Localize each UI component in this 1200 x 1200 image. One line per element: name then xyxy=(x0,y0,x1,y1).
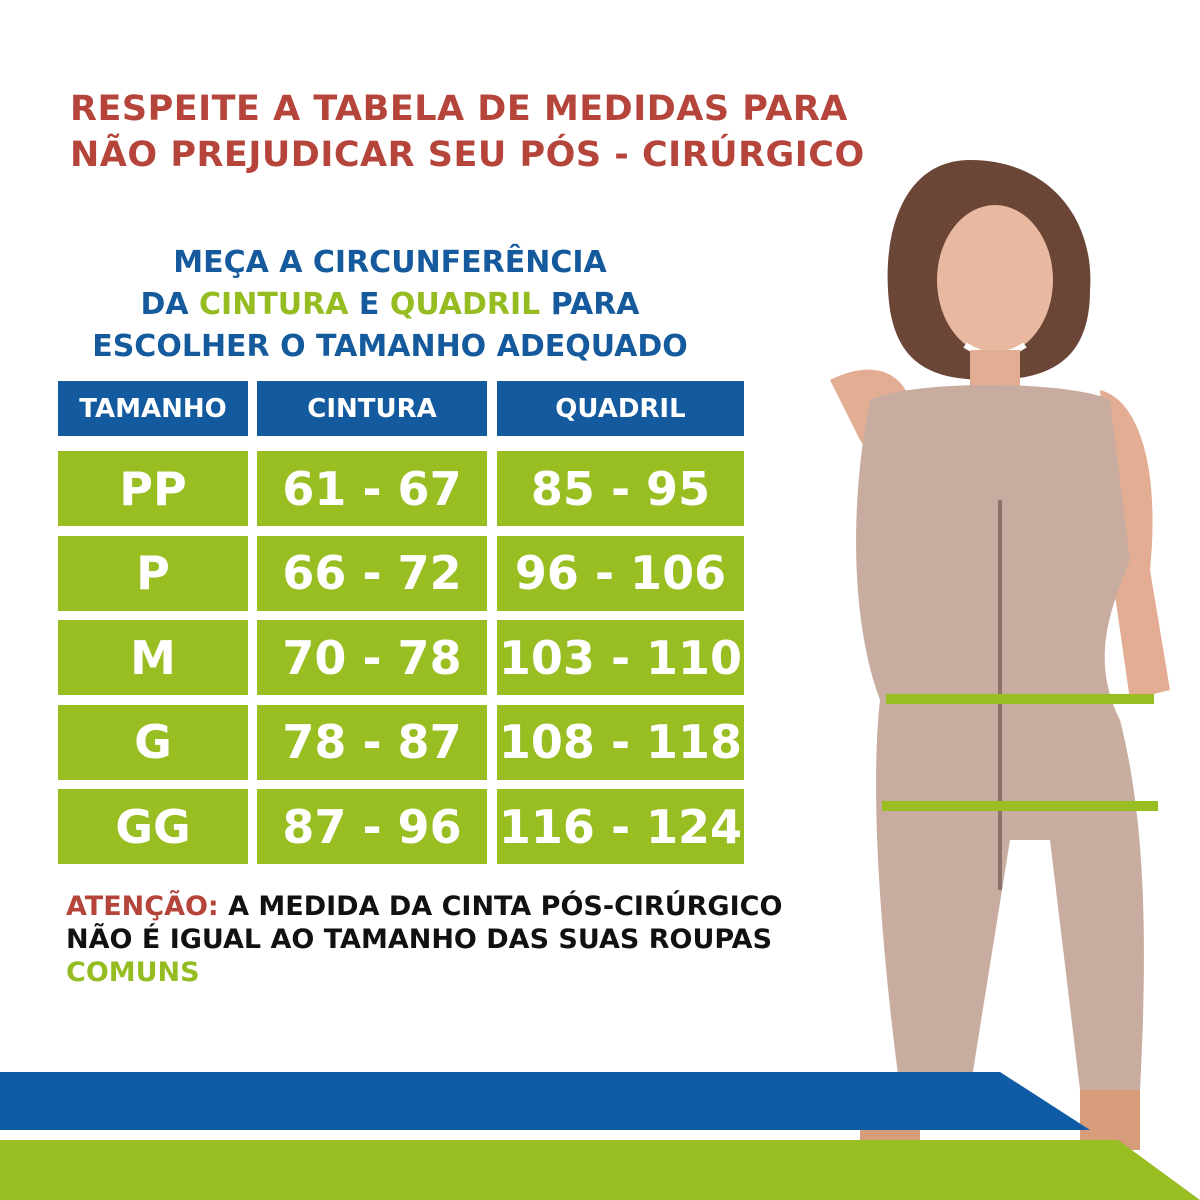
cell-hip: 96 - 106 xyxy=(497,535,744,611)
instructions-line-3: ESCOLHER O TAMANHO ADEQUADO xyxy=(92,329,688,364)
header-size: TAMANHO xyxy=(58,381,248,436)
cell-size: P xyxy=(58,535,248,611)
waist-tape-icon xyxy=(886,694,1154,704)
header-waist: CINTURA xyxy=(257,381,487,436)
waist-highlight: CINTURA xyxy=(199,287,349,322)
text: DA xyxy=(140,287,200,322)
cell-hip: 116 - 124 xyxy=(497,789,744,864)
cell-waist: 87 - 96 xyxy=(257,789,487,864)
green-band xyxy=(0,1140,1200,1200)
title-line-1: RESPEITE A TABELA DE MEDIDAS PARA xyxy=(70,89,848,129)
attention-note: ATENÇÃO: A MEDIDA DA CINTA PÓS-CIRÚRGICO… xyxy=(66,890,782,989)
cell-waist: 66 - 72 xyxy=(257,535,487,611)
cell-hip: 103 - 110 xyxy=(497,620,744,695)
cell-size: GG xyxy=(58,789,248,864)
note-text: A MEDIDA DA CINTA PÓS-CIRÚRGICO xyxy=(218,891,783,922)
note-text: COMUNS xyxy=(66,957,200,988)
text: PARA xyxy=(540,287,640,322)
instructions-line-1: MEÇA A CIRCUNFERÊNCIA xyxy=(173,245,607,280)
header-hip: QUADRIL xyxy=(497,381,744,436)
cell-hip: 108 - 118 xyxy=(497,704,744,780)
blue-band xyxy=(0,1072,1090,1130)
instructions-line-2: DA CINTURA E QUADRIL PARA xyxy=(60,284,720,326)
cell-size: PP xyxy=(58,451,248,526)
cell-size: M xyxy=(58,620,248,695)
cell-waist: 61 - 67 xyxy=(257,451,487,526)
instructions: MEÇA A CIRCUNFERÊNCIA DA CINTURA E QUADR… xyxy=(60,242,720,368)
hip-tape-icon xyxy=(882,801,1158,811)
model-photo xyxy=(830,160,1170,1150)
measuring-tapes xyxy=(882,694,1158,811)
text: E xyxy=(348,287,390,322)
decorative-bands xyxy=(0,1072,1200,1200)
hip-highlight: QUADRIL xyxy=(389,287,541,322)
cell-waist: 70 - 78 xyxy=(257,620,487,695)
cell-waist: 78 - 87 xyxy=(257,704,487,780)
attention-label: ATENÇÃO: xyxy=(66,891,219,922)
note-text: NÃO É IGUAL AO TAMANHO DAS SUAS ROUPAS xyxy=(66,924,773,955)
page-title: RESPEITE A TABELA DE MEDIDAS PARA NÃO PR… xyxy=(70,86,865,178)
cell-hip: 85 - 95 xyxy=(497,451,744,526)
face xyxy=(937,205,1053,355)
cell-size: G xyxy=(58,704,248,780)
title-line-2: NÃO PREJUDICAR SEU PÓS - CIRÚRGICO xyxy=(70,135,865,175)
